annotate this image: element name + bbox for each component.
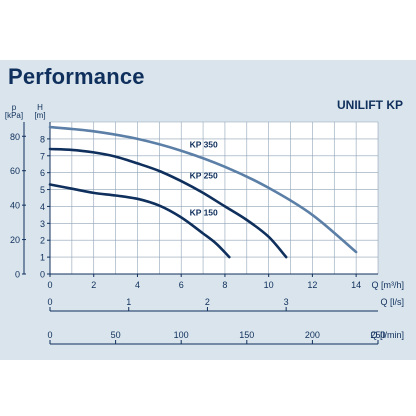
head-tick-label: 8	[40, 134, 45, 144]
head-axis-label: H	[37, 103, 43, 112]
kpa-axis-unit: [kPa]	[5, 111, 23, 120]
x-tick-label: 10	[264, 280, 274, 290]
ls-tick-label: 0	[47, 297, 52, 307]
plot-area	[50, 122, 378, 274]
lmin-tick-label: 0	[47, 330, 52, 340]
head-tick-label: 5	[40, 185, 45, 195]
series-kp-150-label: KP 150	[190, 208, 218, 218]
ls-tick-label: 1	[126, 297, 131, 307]
lmin-tick-label: 200	[305, 330, 320, 340]
lmin-tick-label: 100	[174, 330, 189, 340]
ls-tick-label: 3	[284, 297, 289, 307]
x-tick-label: 0	[47, 280, 52, 290]
x-tick-label: 6	[179, 280, 184, 290]
head-axis-unit: [m]	[34, 111, 45, 120]
axes	[22, 122, 379, 345]
x-axis-label: Q [m³/h]	[371, 280, 404, 290]
head-tick-label: 2	[40, 236, 45, 246]
series-kp-350-label: KP 350	[190, 139, 218, 149]
lmin-tick-label: 250	[370, 330, 385, 340]
grid	[49, 121, 379, 275]
kpa-axis-label: p	[12, 103, 17, 112]
lmin-tick-label: 150	[239, 330, 254, 340]
lmin-tick-label: 50	[111, 330, 121, 340]
series-kp-250-label: KP 250	[190, 170, 218, 180]
lmin-scale-label: Q [l/min]	[370, 330, 404, 340]
x-tick-label: 4	[135, 280, 140, 290]
page-title: Performance	[8, 64, 145, 89]
chart-title: UNILIFT KP	[337, 98, 403, 112]
head-tick-label: 4	[40, 202, 45, 212]
head-tick-label: 0	[40, 270, 45, 280]
kpa-tick-label: 40	[10, 201, 20, 211]
head-tick-label: 7	[40, 151, 45, 161]
x-tick-label: 12	[307, 280, 317, 290]
ls-scale-label: Q [l/s]	[380, 297, 404, 307]
kpa-tick-label: 80	[10, 132, 20, 142]
series-kp-150-line	[48, 183, 231, 259]
head-tick-label: 1	[40, 253, 45, 263]
kpa-tick-label: 20	[10, 235, 20, 245]
series-layer	[48, 125, 358, 259]
series-kp-250-line	[48, 147, 288, 259]
ls-tick-label: 2	[205, 297, 210, 307]
kpa-tick-label: 60	[10, 166, 20, 176]
x-tick-label: 8	[222, 280, 227, 290]
x-tick-label: 2	[91, 280, 96, 290]
series-kp-350-line	[48, 125, 358, 254]
kpa-tick-label: 0	[15, 270, 20, 280]
head-tick-label: 6	[40, 168, 45, 178]
head-tick-label: 3	[40, 219, 45, 229]
x-tick-label: 14	[351, 280, 361, 290]
